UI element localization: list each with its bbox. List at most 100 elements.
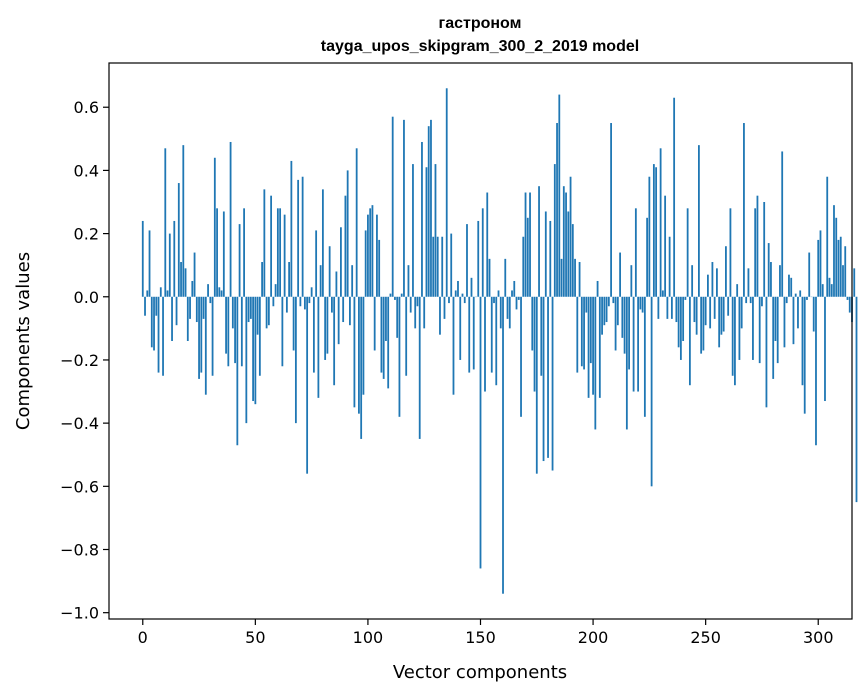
- bar-252: [709, 296, 712, 329]
- bar-217: [630, 265, 633, 297]
- bar-234: [668, 236, 671, 297]
- bar-112: [394, 296, 396, 300]
- bar-283: [779, 265, 781, 297]
- bar-263: [734, 296, 736, 386]
- bar-222: [641, 296, 644, 313]
- y-tick-label: 0.4: [74, 161, 99, 180]
- bar-83: [328, 246, 331, 297]
- bar-44: [240, 296, 243, 367]
- bar-251: [707, 274, 709, 297]
- bar-119: [409, 296, 412, 313]
- bar-317: [855, 296, 858, 503]
- bar-60: [276, 208, 279, 297]
- bar-300: [817, 239, 820, 297]
- bar-191: [571, 224, 574, 297]
- bar-20: [186, 296, 189, 341]
- bar-77: [315, 230, 318, 297]
- bar-178: [542, 296, 545, 462]
- bar-109: [387, 296, 390, 389]
- bar-95: [355, 148, 358, 297]
- bar-211: [616, 296, 619, 326]
- bar-219: [634, 208, 637, 297]
- x-axis-ticks: 0 50 100 150 200 250 300: [138, 619, 834, 647]
- bar-246: [695, 296, 698, 335]
- bar-308: [835, 217, 838, 297]
- bar-316: [853, 268, 856, 297]
- bar-174: [533, 296, 536, 392]
- bar-46: [245, 296, 248, 424]
- bar-57: [270, 195, 273, 297]
- bar-302: [821, 284, 824, 297]
- bar-247: [698, 145, 700, 297]
- bar-290: [794, 293, 797, 297]
- bar-250: [704, 296, 707, 326]
- bar-306: [830, 284, 833, 297]
- bar-294: [803, 296, 806, 414]
- bar-7: [157, 296, 160, 373]
- bar-152: [484, 296, 486, 392]
- bar-74: [308, 296, 311, 304]
- bar-88: [340, 227, 342, 297]
- bar-270: [749, 296, 752, 304]
- x-tick-label: 200: [578, 628, 609, 647]
- bar-280: [772, 296, 775, 379]
- bar-31: [211, 296, 214, 376]
- bar-179: [544, 211, 547, 297]
- bar-41: [234, 296, 236, 364]
- bar-286: [785, 296, 788, 304]
- bar-33: [216, 208, 218, 297]
- bar-205: [603, 296, 606, 326]
- bar-13: [171, 296, 173, 341]
- bar-226: [650, 296, 653, 487]
- bar-164: [511, 290, 513, 297]
- bar-22: [191, 280, 194, 297]
- bar-123: [418, 296, 421, 439]
- bar-58: [272, 296, 275, 307]
- bar-115: [400, 293, 403, 297]
- bar-38: [227, 296, 230, 367]
- bar-80: [321, 189, 324, 297]
- bar-167: [517, 296, 520, 300]
- bar-11: [166, 290, 169, 297]
- bar-117: [405, 296, 408, 376]
- bar-105: [378, 239, 381, 297]
- x-tick-label: 150: [465, 628, 496, 647]
- bar-305: [828, 277, 831, 297]
- bar-314: [848, 296, 851, 313]
- bar-278: [767, 243, 770, 297]
- bar-221: [639, 296, 642, 310]
- bar-52: [258, 296, 261, 376]
- bar-275: [761, 296, 763, 307]
- bar-131: [436, 236, 439, 297]
- bar-87: [337, 296, 340, 345]
- bar-140: [457, 280, 459, 297]
- bar-183: [553, 164, 556, 297]
- bar-239: [679, 296, 682, 360]
- bar-81: [324, 296, 327, 360]
- bar-24: [195, 296, 198, 323]
- bar-214: [623, 296, 626, 354]
- bar-238: [677, 296, 680, 348]
- bar-96: [358, 296, 360, 414]
- bar-255: [716, 268, 718, 297]
- bar-50: [254, 296, 257, 405]
- bar-273: [756, 195, 759, 297]
- bar-285: [783, 296, 786, 348]
- bar-171: [526, 217, 529, 297]
- bar-82: [326, 296, 329, 354]
- bar-32: [213, 157, 216, 297]
- bar-190: [569, 176, 572, 297]
- bar-125: [423, 296, 426, 329]
- bar-126: [425, 167, 428, 297]
- bar-89: [342, 296, 345, 323]
- bar-245: [693, 296, 696, 323]
- bar-67: [292, 296, 295, 351]
- bar-242: [686, 208, 689, 297]
- bar-163: [508, 296, 511, 329]
- bar-235: [670, 296, 673, 319]
- bar-175: [535, 296, 538, 474]
- bar-196: [583, 296, 585, 370]
- bar-53: [261, 262, 263, 297]
- bar-169: [522, 236, 525, 297]
- y-tick-label: −0.8: [60, 541, 99, 560]
